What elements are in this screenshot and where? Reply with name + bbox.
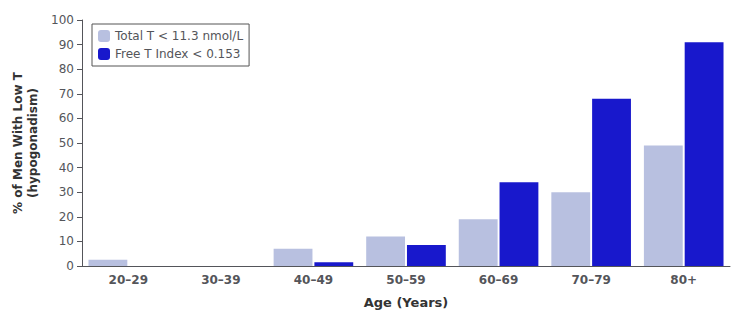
svg-text:70–79: 70–79 xyxy=(571,273,610,287)
svg-text:80+: 80+ xyxy=(670,273,697,287)
svg-text:40: 40 xyxy=(59,161,74,175)
svg-text:0: 0 xyxy=(66,259,74,273)
svg-text:Free T Index < 0.153: Free T Index < 0.153 xyxy=(115,47,241,61)
svg-text:70: 70 xyxy=(59,87,74,101)
svg-text:Age (Years): Age (Years) xyxy=(364,295,449,310)
svg-text:30–39: 30–39 xyxy=(201,273,240,287)
svg-text:20: 20 xyxy=(59,210,74,224)
svg-text:60–69: 60–69 xyxy=(479,273,518,287)
svg-text:40–49: 40–49 xyxy=(294,273,333,287)
svg-text:90: 90 xyxy=(59,38,74,52)
svg-text:Total T < 11.3 nmol/L: Total T < 11.3 nmol/L xyxy=(114,29,243,43)
svg-text:60: 60 xyxy=(59,111,74,125)
svg-text:50: 50 xyxy=(59,136,74,150)
svg-text:100: 100 xyxy=(51,13,74,27)
svg-text:80: 80 xyxy=(59,62,74,76)
svg-text:50–59: 50–59 xyxy=(386,273,425,287)
svg-text:20–29: 20–29 xyxy=(109,273,148,287)
svg-text:10: 10 xyxy=(59,234,74,248)
svg-text:% of Men With Low T: % of Men With Low T xyxy=(11,71,25,214)
svg-text:(hypogonadism): (hypogonadism) xyxy=(26,88,40,198)
svg-text:30: 30 xyxy=(59,185,74,199)
